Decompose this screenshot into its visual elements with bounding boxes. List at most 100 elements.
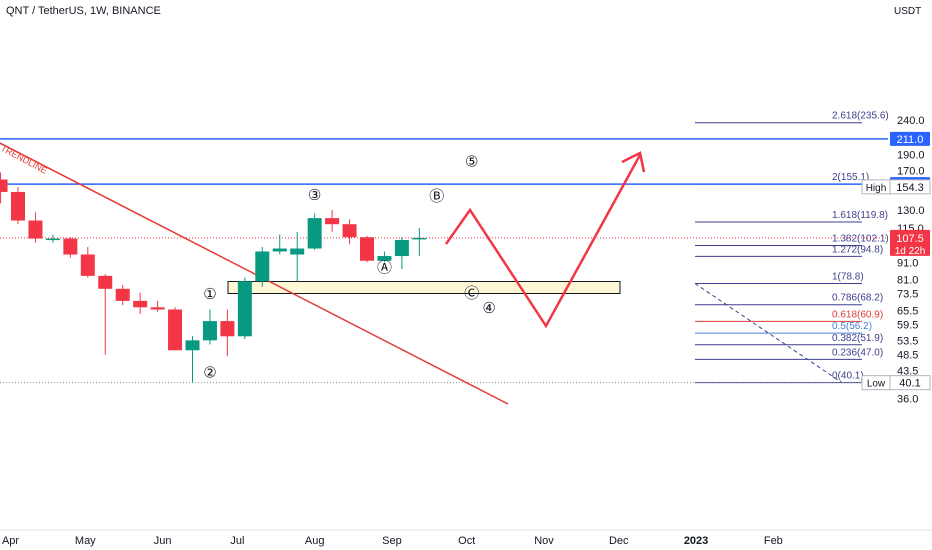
candles-layer <box>0 172 427 383</box>
y-axis-tick-label: 59.5 <box>897 320 918 332</box>
candle-body <box>360 237 374 261</box>
candle-body <box>307 218 322 249</box>
horizontal-lines-layer <box>0 138 888 384</box>
wave-label: Ⓐ <box>377 258 392 276</box>
candle <box>394 237 409 269</box>
wave-label: ④ <box>482 299 495 317</box>
x-axis-tick-label: Feb <box>764 535 783 547</box>
candle <box>80 247 95 278</box>
candle-body <box>342 224 357 238</box>
candle-body <box>80 254 95 276</box>
y-axis-tick-label: 240.0 <box>897 115 925 127</box>
wave-labels-layer: ① ② ③ Ⓐ Ⓑ Ⓒ④ ⑤ <box>203 152 496 381</box>
y-axis-tick-label: 81.0 <box>897 274 918 286</box>
candle <box>150 300 165 312</box>
x-axis-tick-label: Dec <box>609 535 629 547</box>
candle-body <box>272 248 287 252</box>
fib-level-label: 2(155.1) <box>832 172 869 183</box>
currency-label: USDT <box>894 6 921 17</box>
x-axis[interactable]: Apr May Jun Jul Aug Sep Oct Nov Dec 2023 Feb <box>0 529 932 547</box>
fib-level-label: 2.618(235.6) <box>832 111 889 122</box>
candle-body <box>63 238 78 255</box>
low-value-badge <box>889 375 931 391</box>
chart-title: QNT / TetherUS, 1W, BINANCE <box>6 5 161 17</box>
trendline <box>0 142 509 405</box>
fib-level-label: 0(40.1) <box>832 371 864 382</box>
candle-body <box>412 237 427 240</box>
fib-level-label: 1.618(119.8) <box>832 210 888 221</box>
x-axis-tick-label: Apr <box>2 535 19 547</box>
candle <box>98 274 113 355</box>
projection-path <box>444 154 642 329</box>
candle <box>237 277 252 339</box>
candle-body <box>115 288 130 301</box>
x-axis-tick-label: Nov <box>534 535 554 547</box>
candle-body <box>98 275 113 289</box>
fib-level-label: 0.236(47.0) <box>832 347 883 358</box>
price-badge-label: 211.0 <box>897 134 924 146</box>
fib-level-label: 0.618(60.9) <box>832 309 883 320</box>
price-badge-label: 107.5 <box>896 233 924 245</box>
fib-level-label: 1(78.8) <box>832 271 864 282</box>
fib-level-label: 0.5(56.2) <box>832 321 872 332</box>
candle <box>272 234 287 255</box>
fib-level-label: 0.382(51.9) <box>832 333 883 344</box>
support-zone <box>227 280 621 294</box>
candle-body <box>255 251 270 282</box>
candle-body <box>237 281 252 337</box>
x-axis-tick-label: Sep <box>382 535 402 547</box>
price-badge-countdown: 1d 22h <box>895 246 926 257</box>
candle <box>255 247 270 287</box>
candle <box>115 284 130 306</box>
candle <box>11 187 25 225</box>
candle <box>45 234 60 243</box>
wave-label: ② <box>203 364 216 382</box>
y-axis-tick-label: 130.0 <box>897 205 925 217</box>
wave-label: ③ <box>308 186 321 204</box>
x-axis-tick-label: Jul <box>230 535 244 547</box>
projection-layer <box>444 151 646 329</box>
low-tag-label: Low <box>867 379 886 390</box>
candle <box>325 210 340 232</box>
candle-body <box>45 238 60 241</box>
wave-label: ① <box>203 285 216 303</box>
x-axis-tick-label: Aug <box>305 535 325 547</box>
candle <box>133 292 148 315</box>
candle-body <box>28 220 43 239</box>
candle <box>63 237 78 258</box>
y-axis-tick-label: 190.0 <box>897 149 925 161</box>
price-badge <box>890 229 930 256</box>
y-axis-tick-label: 65.5 <box>897 306 918 318</box>
candle-body <box>150 307 165 310</box>
candle-body <box>202 321 217 341</box>
wave-label: ⑤ <box>465 152 478 170</box>
candle <box>168 307 183 351</box>
x-axis-tick-label: Oct <box>458 535 475 547</box>
y-axis-tick-label: 43.5 <box>897 366 918 378</box>
fib-level-label: 0.786(68.2) <box>832 293 883 304</box>
candle <box>28 212 43 243</box>
y-axis[interactable]: 240.0190.0170.0150.0130.0115.091.081.073… <box>897 115 925 405</box>
candle-body <box>185 340 200 351</box>
candle <box>377 251 392 263</box>
candle <box>290 231 305 282</box>
candle-body <box>394 239 409 257</box>
candle-body <box>133 300 148 308</box>
high-value-label: 154.3 <box>896 182 924 194</box>
projection-arrowhead <box>621 151 646 173</box>
candle <box>307 213 322 250</box>
x-axis-tick-label: May <box>75 535 96 547</box>
fib-level-label: 1.382(102.1) <box>832 233 889 244</box>
candle <box>342 219 357 245</box>
wave-label: Ⓑ <box>429 187 444 205</box>
candle-body <box>11 191 25 221</box>
candle <box>0 172 8 204</box>
low-value-label: 40.1 <box>899 378 920 390</box>
price-badge <box>890 131 930 146</box>
x-axis-tick-label: 2023 <box>684 535 708 547</box>
trendline-label: TRENDLINE <box>0 143 49 176</box>
candle <box>202 309 217 345</box>
candle <box>360 235 374 263</box>
